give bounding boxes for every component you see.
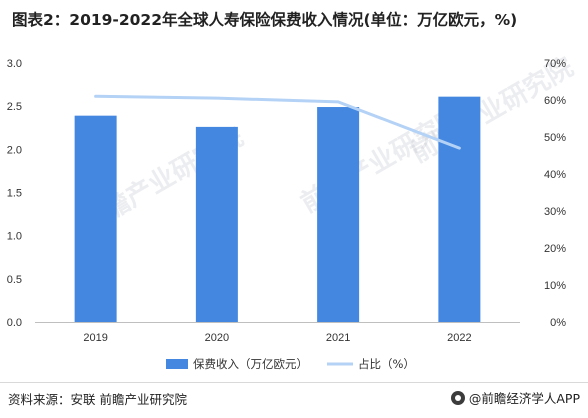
- source-note: 资料来源：安联 前瞻产业研究院: [8, 392, 187, 407]
- x-tick-label: 2020: [205, 332, 229, 344]
- bars-layer: [74, 96, 481, 323]
- y-left-tick-label: 1.5: [7, 188, 22, 200]
- y-left-tick-label: 1.0: [7, 231, 22, 243]
- y-right-tick-label: 70%: [544, 58, 566, 70]
- chart-canvas: 0.0 0.5 1.0 1.5 2.0 2.5 3.0 0% 10% 20% 30% 40% 50% 60…: [7, 58, 567, 371]
- y-right-tick-label: 30%: [544, 206, 566, 218]
- share-line: [94, 94, 461, 150]
- x-tick-label: 2021: [326, 332, 350, 344]
- y-left-tick-label: 0.5: [7, 274, 22, 286]
- y-left-tick-label: 0.0: [7, 317, 22, 329]
- y-right-tick-label: 40%: [544, 169, 566, 181]
- chart-title: 图表2：2019-2022年全球人寿保险保费收入情况(单位：万亿欧元，%): [12, 11, 518, 29]
- y-right-tick-label: 20%: [544, 243, 566, 255]
- footer-divider: [0, 382, 588, 383]
- y-left-tick-label: 2.5: [7, 101, 22, 113]
- bar-2019: [74, 115, 117, 322]
- y-right-tick-label: 50%: [544, 132, 566, 144]
- x-tick-label: 2019: [83, 332, 107, 344]
- y-left-tick-label: 3.0: [7, 58, 22, 70]
- brand-credit: @前瞻经济学人APP: [450, 388, 580, 407]
- x-tick-label: 2022: [447, 332, 471, 344]
- brand-text: @前瞻经济学人APP: [468, 391, 580, 406]
- bar-2022: [438, 96, 481, 322]
- y-right-tick-label: 60%: [544, 95, 566, 107]
- axis-layer: 0.0 0.5 1.0 1.5 2.0 2.5 3.0 0% 10% 20% 30% 40% 50% 60…: [7, 58, 567, 344]
- bar-2020: [195, 126, 238, 323]
- brand-logo-icon: [450, 390, 465, 405]
- y-left-tick-label: 2.0: [7, 144, 22, 156]
- line-layer: [94, 94, 461, 150]
- legend-label-bar: 保费收入（万亿欧元）: [193, 357, 308, 371]
- legend-swatch-bar: [166, 359, 188, 369]
- y-right-tick-label: 10%: [544, 280, 566, 292]
- legend-layer: 保费收入（万亿欧元） 占比（%）: [166, 357, 415, 371]
- y-right-tick-label: 0%: [550, 317, 566, 329]
- bar-2021: [317, 107, 360, 322]
- legend-label-line: 占比（%）: [358, 357, 415, 371]
